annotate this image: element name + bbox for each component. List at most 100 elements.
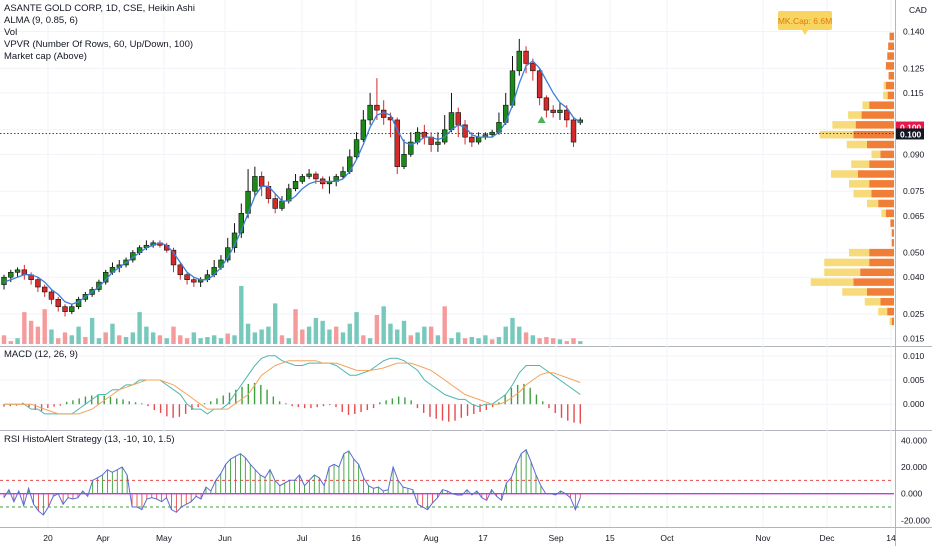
volume-bar xyxy=(35,326,41,344)
indicator-marketcap-label[interactable]: Market cap (Above) xyxy=(4,51,87,62)
rsi-line xyxy=(3,448,581,516)
candle-down xyxy=(272,198,278,209)
candle-up xyxy=(475,136,482,143)
candle-down xyxy=(570,119,577,143)
volume-profile-down xyxy=(880,150,894,159)
volume-bar xyxy=(83,337,88,344)
candle-down xyxy=(536,70,543,99)
candle-up xyxy=(489,131,495,135)
candle-down xyxy=(455,112,461,126)
volume-bar xyxy=(557,339,563,344)
candle-down xyxy=(258,176,265,187)
volume-bar xyxy=(218,338,224,344)
candle-up xyxy=(8,271,14,278)
volume-profile-down xyxy=(888,42,894,50)
candle-up xyxy=(14,269,21,273)
volume-bar xyxy=(96,338,102,344)
candle-down xyxy=(564,109,570,121)
volume-profile-down xyxy=(887,52,894,60)
volume-profile-up xyxy=(867,199,879,208)
volume-bar xyxy=(395,329,400,344)
candle-down xyxy=(191,279,197,283)
x-tick-label: Jul xyxy=(297,533,308,543)
indicator-vpvr-label[interactable]: VPVR (Number Of Rows, 60, Up/Down, 100) xyxy=(4,39,194,50)
macd-y-tick-label: 0.005 xyxy=(903,375,925,385)
volume-bar xyxy=(517,326,522,344)
volume-profile-down xyxy=(853,130,894,139)
signal-triangle xyxy=(537,115,546,123)
volume-bar xyxy=(523,332,529,344)
volume-profile-up xyxy=(881,209,886,218)
rsi-title[interactable]: RSI HistoAlert Strategy (13, -10, 10, 1.… xyxy=(4,434,175,445)
volume-profile-down xyxy=(890,219,894,227)
volume-profile-down xyxy=(891,317,894,326)
volume-bar xyxy=(469,337,475,344)
volume-bar xyxy=(489,339,495,344)
volume-profile-down xyxy=(885,81,894,90)
volume-bar xyxy=(178,335,183,344)
volume-bar xyxy=(22,312,27,344)
candle-up xyxy=(218,259,224,268)
candle-up xyxy=(299,176,306,182)
candle-down xyxy=(313,173,319,180)
volume-profile-down xyxy=(869,180,894,188)
volume-bar xyxy=(225,333,230,344)
volume-profile-up xyxy=(846,140,867,149)
candle-down xyxy=(550,109,556,113)
volume-profile-up xyxy=(851,160,870,168)
volume-bar xyxy=(293,309,298,344)
alma-line xyxy=(3,60,581,305)
volume-profile-up xyxy=(883,81,886,90)
candle-down xyxy=(523,50,529,64)
last-price-badge xyxy=(896,121,924,133)
chart-title[interactable]: ASANTE GOLD CORP, 1D, CSE, Heikin Ashi xyxy=(4,3,195,14)
x-tick-label: May xyxy=(156,533,173,543)
y-tick-label: 0.040 xyxy=(903,272,925,282)
macd-title[interactable]: MACD (12, 26, 9) xyxy=(4,349,78,360)
x-tick-label: Apr xyxy=(96,533,109,543)
x-tick-label: 15 xyxy=(605,533,615,543)
volume-profile-down xyxy=(887,91,894,100)
indicator-vol-label[interactable]: Vol xyxy=(4,27,18,38)
rsi-y-tick-label: 0.000 xyxy=(901,489,923,499)
candle-up xyxy=(441,129,448,143)
chart-legend: ASANTE GOLD CORP, 1D, CSE, Heikin Ashi A… xyxy=(4,3,195,63)
volume-bar xyxy=(381,306,386,344)
volume-profile-up xyxy=(883,91,888,100)
rsi-y-tick-label: -20.000 xyxy=(901,515,930,525)
candle-down xyxy=(184,274,190,280)
macd-y-tick-label: 0.010 xyxy=(903,351,925,361)
volume-bar xyxy=(157,335,163,344)
y-tick-label: 0.015 xyxy=(903,334,925,344)
volume-bar xyxy=(252,332,258,344)
candle-down xyxy=(530,63,536,72)
volume-bar xyxy=(150,332,156,344)
volume-bar xyxy=(483,335,488,344)
alma-price-badge xyxy=(896,128,924,140)
indicator-alma-label[interactable]: ALMA (9, 0.85, 6) xyxy=(4,15,78,26)
volume-profile-down xyxy=(867,140,894,149)
candle-down xyxy=(469,136,475,143)
macd-y-tick-label: 0.000 xyxy=(903,399,925,409)
volume-bar xyxy=(449,338,454,344)
volume-bar xyxy=(456,332,461,344)
volume-profile-down xyxy=(871,189,894,198)
volume-profile-up xyxy=(849,180,870,188)
rsi-y-tick-label: 40.000 xyxy=(901,435,927,445)
x-tick-label: Jun xyxy=(218,533,232,543)
volume-bar xyxy=(266,326,271,344)
x-tick-label: Aug xyxy=(423,533,438,543)
candle-up xyxy=(516,50,522,72)
volume-bar xyxy=(361,335,366,344)
candle-up xyxy=(557,109,563,113)
volume-profile-up xyxy=(831,170,858,178)
volume-bar xyxy=(76,326,81,344)
volume-profile-down xyxy=(880,298,894,306)
y-tick-label: 0.090 xyxy=(903,149,925,159)
candle-up xyxy=(69,306,75,312)
volume-bar xyxy=(117,335,122,344)
candle-down xyxy=(462,124,468,138)
currency-label: CAD xyxy=(909,5,927,15)
